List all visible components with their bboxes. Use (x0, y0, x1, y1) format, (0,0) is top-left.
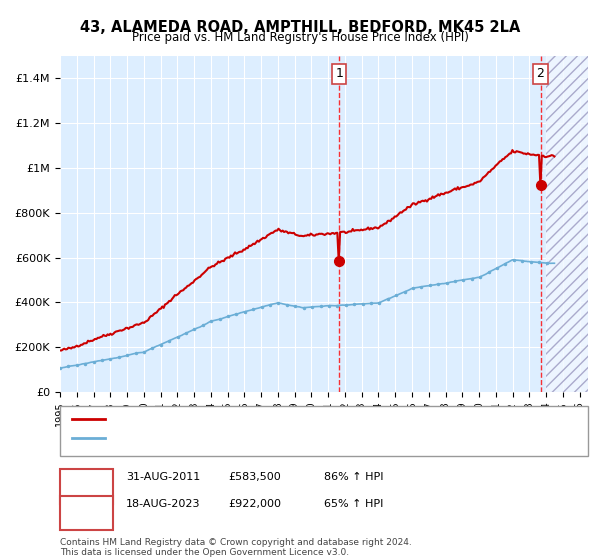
Text: 2: 2 (82, 506, 91, 520)
Text: 1: 1 (335, 67, 343, 81)
Text: 2: 2 (536, 67, 544, 81)
Text: Contains HM Land Registry data © Crown copyright and database right 2024.
This d: Contains HM Land Registry data © Crown c… (60, 538, 412, 557)
Text: 43, ALAMEDA ROAD, AMPTHILL, BEDFORD, MK45 2LA (detached house): 43, ALAMEDA ROAD, AMPTHILL, BEDFORD, MK4… (108, 414, 481, 424)
Bar (546, 56, 588, 392)
Text: 43, ALAMEDA ROAD, AMPTHILL, BEDFORD, MK45 2LA: 43, ALAMEDA ROAD, AMPTHILL, BEDFORD, MK4… (80, 20, 520, 35)
Text: HPI: Average price, detached house, Central Bedfordshire: HPI: Average price, detached house, Cent… (108, 433, 409, 443)
Bar (546, 56, 588, 392)
Text: Price paid vs. HM Land Registry's House Price Index (HPI): Price paid vs. HM Land Registry's House … (131, 31, 469, 44)
Text: 31-AUG-2011: 31-AUG-2011 (126, 472, 200, 482)
Text: 65% ↑ HPI: 65% ↑ HPI (324, 499, 383, 509)
Text: 18-AUG-2023: 18-AUG-2023 (126, 499, 200, 509)
Text: 1: 1 (82, 479, 91, 494)
Text: 86% ↑ HPI: 86% ↑ HPI (324, 472, 383, 482)
Text: £583,500: £583,500 (228, 472, 281, 482)
Text: £922,000: £922,000 (228, 499, 281, 509)
Bar (546, 56, 588, 392)
